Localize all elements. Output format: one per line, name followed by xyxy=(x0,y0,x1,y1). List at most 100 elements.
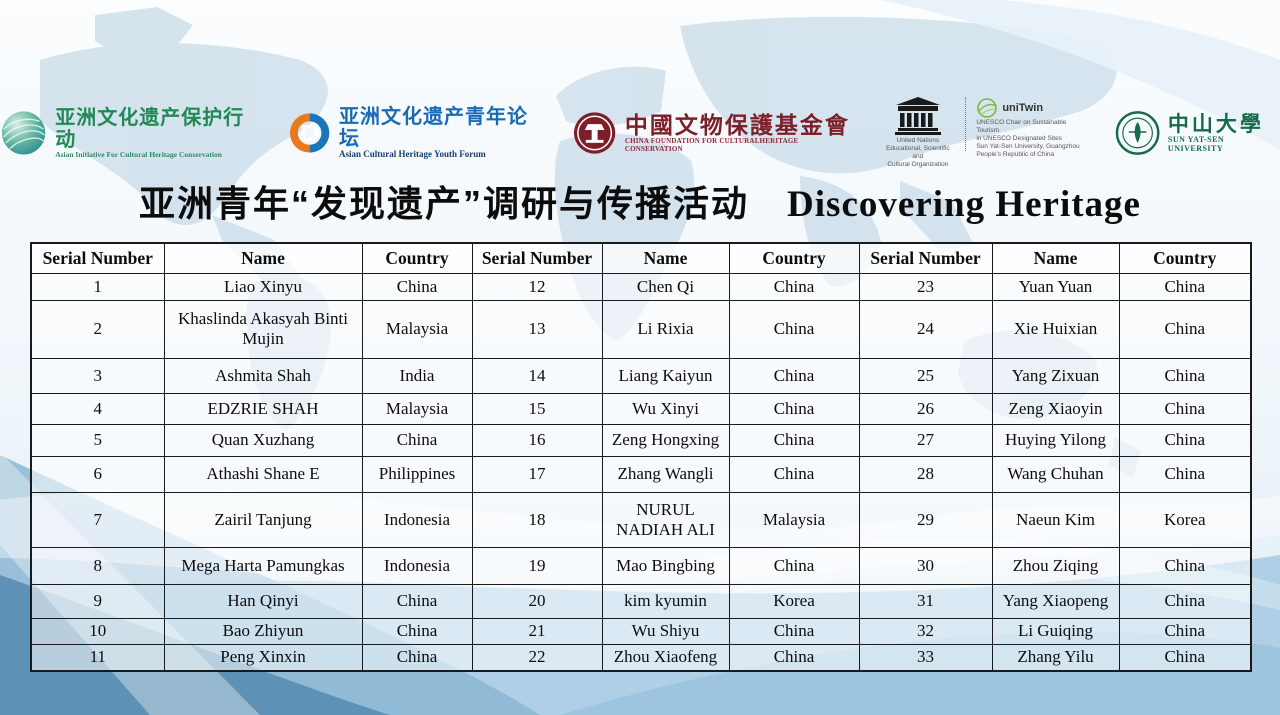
serial-cell: 31 xyxy=(858,583,993,619)
table-row: 7 Zairil Tanjung Indonesia 18 NURUL NADIAH A… xyxy=(30,491,1252,548)
serial-cell: 4 xyxy=(30,392,165,425)
country-cell: China xyxy=(361,617,473,645)
country-cell: Malaysia xyxy=(361,392,473,425)
name-cell: Li Rixia xyxy=(601,299,730,359)
logo-youth-forum: 亚洲文化遗产青年论坛 Asian Cultural Heritage Youth… xyxy=(288,106,546,160)
name-cell: EDZRIE SHAH xyxy=(163,392,363,425)
country-cell: China xyxy=(361,423,473,457)
country-cell: China xyxy=(1118,546,1252,585)
column-header: Name xyxy=(163,242,363,274)
country-cell: China xyxy=(728,546,860,585)
logo-asian-initiative-en: Asian Initiative For Cultural Heritage C… xyxy=(55,149,222,159)
name-cell: NURUL NADIAH ALI xyxy=(601,491,730,548)
country-cell: Philippines xyxy=(361,455,473,493)
china-foundation-emblem-icon xyxy=(573,112,615,154)
table-row: 4 EDZRIE SHAH Malaysia 15 Wu Xinyi China 26 Zen… xyxy=(30,392,1252,425)
column-header: Name xyxy=(601,242,730,274)
country-cell: China xyxy=(1118,299,1252,359)
dotted-separator xyxy=(965,96,967,151)
serial-cell: 10 xyxy=(30,617,165,645)
country-cell: Malaysia xyxy=(728,491,860,548)
serial-cell: 24 xyxy=(858,299,993,359)
serial-cell: 5 xyxy=(30,423,165,457)
country-cell: Malaysia xyxy=(361,299,473,359)
country-cell: Korea xyxy=(728,583,860,619)
logo-unesco-unitwin: United Nations Educational, Scientific a… xyxy=(880,96,1088,170)
name-cell: Xie Huixian xyxy=(991,299,1120,359)
country-cell: Indonesia xyxy=(361,546,473,585)
table-row: 10 Bao Zhiyun China 21 Wu Shiyu China 32 Li Gui… xyxy=(30,617,1252,645)
serial-cell: 8 xyxy=(30,546,165,585)
unesco-caption: United Nations Educational, Scientific a… xyxy=(886,136,950,169)
serial-cell: 32 xyxy=(858,617,993,645)
serial-cell: 23 xyxy=(858,272,993,301)
country-cell: China xyxy=(1118,583,1252,619)
table-row: 9 Han Qinyi China 20 kim kyumin Korea 31 Yang X… xyxy=(30,583,1252,619)
name-cell: Zhang Yilu xyxy=(991,643,1120,672)
country-cell: China xyxy=(1118,643,1252,672)
serial-cell: 18 xyxy=(471,491,603,548)
country-cell: Korea xyxy=(1118,491,1252,548)
serial-cell: 15 xyxy=(471,392,603,425)
country-cell: China xyxy=(728,299,860,359)
name-cell: Wu Xinyi xyxy=(601,392,730,425)
logo-china-foundation-en: CHINA FOUNDATION FOR CULTURALHERITAGE CO… xyxy=(624,136,799,153)
country-cell: China xyxy=(1118,617,1252,645)
serial-cell: 14 xyxy=(471,357,603,394)
serial-cell: 11 xyxy=(30,643,165,672)
unitwin-globe-icon xyxy=(977,97,998,118)
serial-cell: 28 xyxy=(858,455,993,493)
table-row: 1 Liao Xinyu China 12 Chen Qi China 23 Yuan Yua… xyxy=(30,272,1252,301)
serial-cell: 13 xyxy=(471,299,603,359)
unitwin-wordmark: uniTwin xyxy=(1002,101,1044,114)
page-title-en: Discovering Heritage xyxy=(787,184,1141,225)
logo-china-foundation-zh: 中國文物保護基金會 xyxy=(624,112,850,138)
column-header: Country xyxy=(361,242,473,274)
serial-cell: 2 xyxy=(30,299,165,359)
table-row: 2 Khaslinda Akasyah Binti Mujin Malaysia 13… xyxy=(30,299,1252,359)
country-cell: China xyxy=(728,272,860,301)
serial-cell: 25 xyxy=(858,357,993,394)
country-cell: China xyxy=(1118,392,1252,425)
country-cell: China xyxy=(728,357,860,394)
roster-table: Serial Number Name Country Serial Number Nam… xyxy=(30,242,1252,672)
country-cell: Indonesia xyxy=(361,491,473,548)
column-header: Serial Number xyxy=(858,242,993,274)
page-title-zh: 亚洲青年“发现遗产”调研与传播活动 xyxy=(139,183,750,224)
serial-cell: 27 xyxy=(858,423,993,457)
serial-cell: 33 xyxy=(858,643,993,672)
unesco-temple-icon xyxy=(894,96,941,135)
serial-cell: 22 xyxy=(471,643,603,672)
sysu-emblem-icon xyxy=(1115,111,1160,155)
name-cell: Quan Xuzhang xyxy=(163,423,363,457)
serial-cell: 3 xyxy=(30,357,165,394)
logo-sysu-en: SUN YAT-SEN UNIVERSITY xyxy=(1167,134,1225,153)
country-cell: China xyxy=(361,272,473,301)
name-cell: Zairil Tanjung xyxy=(163,491,363,548)
serial-cell: 16 xyxy=(471,423,603,457)
name-cell: Athashi Shane E xyxy=(163,455,363,493)
name-cell: Zhou Xiaofeng xyxy=(601,643,730,672)
logo-youth-forum-en: Asian Cultural Heritage Youth Forum xyxy=(339,149,486,160)
name-cell: Wang Chuhan xyxy=(991,455,1120,493)
name-cell: Chen Qi xyxy=(601,272,730,301)
table-row: 5 Quan Xuzhang China 16 Zeng Hongxing China 27… xyxy=(30,423,1252,457)
name-cell: Yang Xiaopeng xyxy=(991,583,1120,619)
name-cell: Ashmita Shah xyxy=(163,357,363,394)
name-cell: Zeng Xiaoyin xyxy=(991,392,1120,425)
name-cell: Bao Zhiyun xyxy=(163,617,363,645)
serial-cell: 12 xyxy=(471,272,603,301)
country-cell: China xyxy=(1118,272,1252,301)
logo-asian-initiative: 亚洲文化遗产保护行动 Asian Initiative For Cultural… xyxy=(0,107,262,159)
serial-cell: 1 xyxy=(30,272,165,301)
column-header: Serial Number xyxy=(471,242,603,274)
logo-youth-forum-zh: 亚洲文化遗产青年论坛 xyxy=(339,106,529,151)
name-cell: Wu Shiyu xyxy=(601,617,730,645)
name-cell: Liang Kaiyun xyxy=(601,357,730,394)
serial-cell: 29 xyxy=(858,491,993,548)
serial-cell: 7 xyxy=(30,491,165,548)
swirl-globe-icon xyxy=(1,111,46,155)
name-cell: Yuan Yuan xyxy=(991,272,1120,301)
serial-cell: 19 xyxy=(471,546,603,585)
serial-cell: 17 xyxy=(471,455,603,493)
